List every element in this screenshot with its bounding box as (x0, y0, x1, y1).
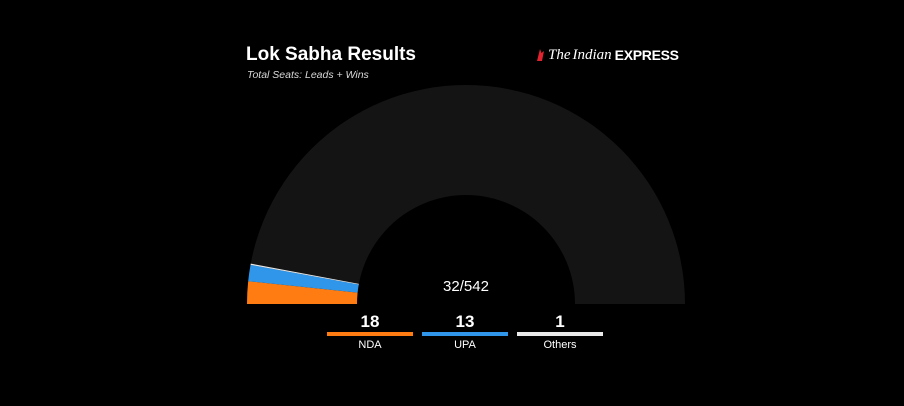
indian-express-logo[interactable]: The Indian EXPRESS (536, 46, 679, 64)
chart-subtitle: Total Seats: Leads + Wins (247, 69, 369, 81)
declared-seats-count: 32/542 (443, 278, 489, 295)
logo-text-indian: Indian (572, 46, 612, 63)
legend-item-nda: 18 NDA (327, 312, 413, 351)
logo-text-the: The (548, 46, 571, 63)
legend-color-bar (327, 332, 413, 336)
flame-icon (537, 49, 544, 61)
legend-item-others: 1 Others (517, 312, 603, 351)
legend-value: 18 (360, 312, 380, 331)
logo-text-express: EXPRESS (614, 47, 679, 63)
slice-upa (248, 264, 359, 293)
slice-nda (247, 281, 358, 304)
chart-title: Lok Sabha Results (246, 44, 416, 65)
slice-others (250, 263, 359, 285)
legend-label: Others (543, 339, 577, 351)
legend-label: NDA (358, 339, 382, 351)
legend-color-bar (517, 332, 603, 336)
legend-color-bar (422, 332, 508, 336)
legend: 18 NDA 13 UPA 1 Others (327, 312, 603, 351)
legend-value: 1 (555, 312, 565, 331)
legend-item-upa: 13 UPA (422, 312, 508, 351)
remaining-seats-arc (247, 85, 685, 304)
legend-label: UPA (454, 339, 476, 351)
legend-value: 13 (455, 312, 475, 331)
